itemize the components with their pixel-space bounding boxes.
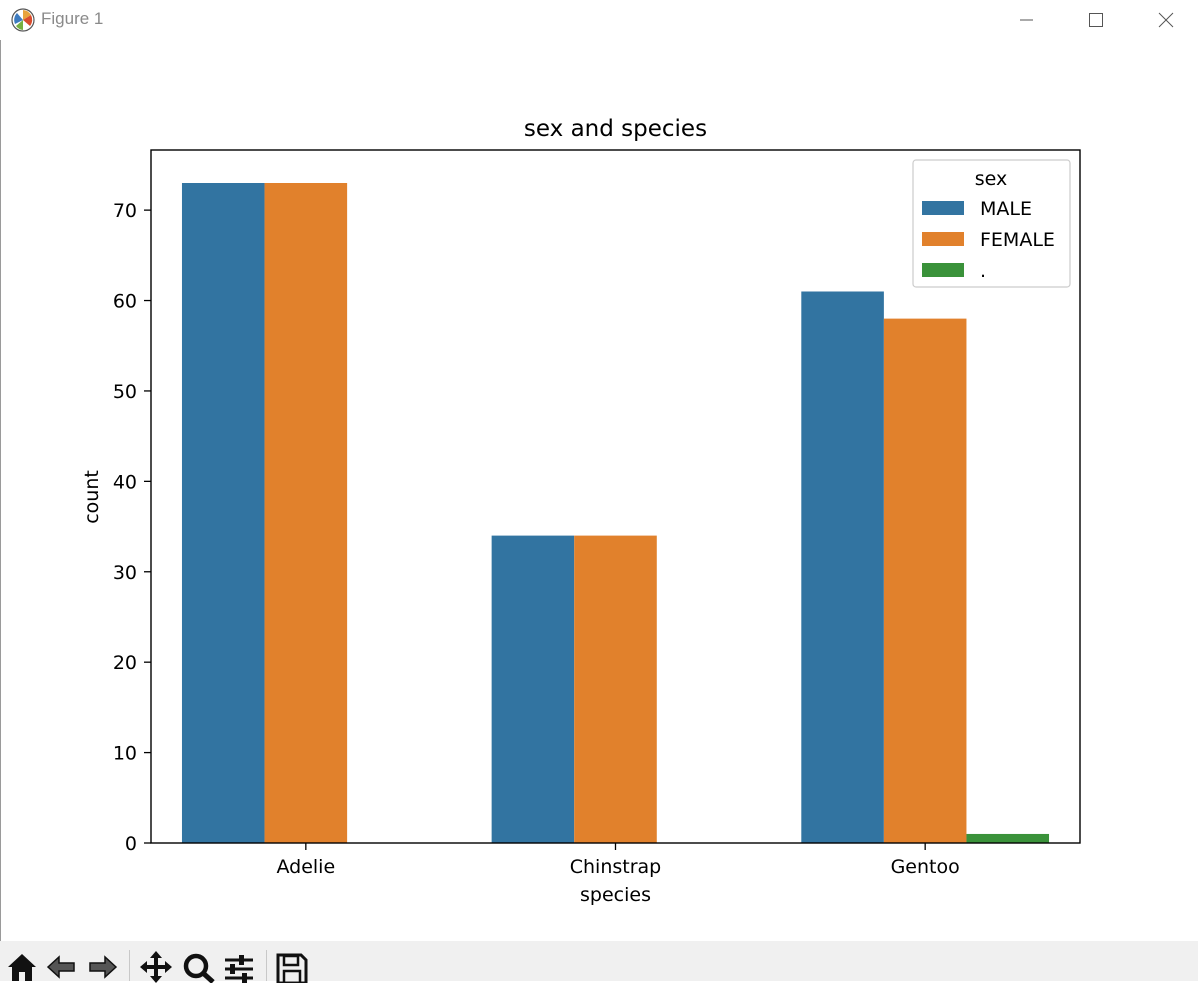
y-tick-label: 60 — [113, 291, 137, 313]
pan-icon — [140, 951, 172, 983]
bar — [801, 291, 884, 843]
y-tick-label: 20 — [113, 652, 137, 674]
figure-canvas: sex and species 0 10 20 30 40 50 60 70 Adelie Ch… — [81, 116, 1081, 906]
x-axis: Adelie Chinstrap Gentoo — [276, 843, 960, 878]
y-tick-label: 40 — [113, 471, 137, 493]
legend-swatch — [922, 201, 964, 215]
pan-button[interactable] — [138, 949, 174, 983]
legend-label: FEMALE — [980, 229, 1055, 251]
back-button[interactable] — [44, 949, 80, 983]
forward-icon — [89, 955, 118, 979]
toolbar-separator — [266, 950, 267, 981]
title-bar[interactable]: Figure 1 — [0, 0, 1198, 40]
minimize-icon — [1020, 19, 1033, 21]
bar — [966, 833, 1050, 843]
x-tick-label: Chinstrap — [570, 856, 662, 878]
maximize-button[interactable] — [1072, 4, 1118, 36]
bar — [181, 183, 265, 843]
navigation-toolbar — [0, 941, 1198, 985]
legend-label: MALE — [980, 198, 1032, 220]
home-button[interactable] — [4, 949, 40, 983]
configure-subplots-button[interactable] — [221, 949, 257, 983]
y-tick-label: 70 — [113, 200, 137, 222]
y-tick-label: 30 — [113, 562, 137, 584]
forward-button[interactable] — [84, 949, 120, 983]
axes-frame — [150, 149, 1081, 844]
save-icon — [276, 953, 308, 985]
configure-subplots-icon — [225, 955, 253, 983]
x-tick-label: Adelie — [276, 856, 335, 878]
back-icon — [46, 955, 75, 979]
x-tick-label: Gentoo — [891, 856, 960, 878]
y-axis-label: count — [81, 470, 103, 524]
legend: sex MALE FEMALE. — [912, 159, 1071, 288]
save-button[interactable] — [274, 949, 310, 985]
y-tick-label: 50 — [113, 381, 137, 403]
home-icon — [8, 954, 36, 981]
bar — [264, 183, 348, 843]
legend-swatch — [922, 232, 964, 246]
y-tick-label: 10 — [113, 743, 137, 765]
toolbar-separator — [129, 950, 130, 981]
matplotlib-logo-icon — [11, 8, 35, 32]
minimize-button[interactable] — [1003, 4, 1049, 36]
legend-label: . — [980, 260, 986, 282]
bar — [883, 318, 967, 843]
legend-swatch — [922, 263, 964, 277]
bar — [491, 535, 575, 843]
chart-title: sex and species — [524, 116, 707, 142]
legend-box — [912, 159, 1071, 288]
x-axis-label: species — [580, 884, 651, 906]
window-border — [0, 0, 1, 981]
zoom-button[interactable] — [180, 949, 216, 984]
close-button[interactable] — [1143, 4, 1189, 36]
zoom-icon — [183, 953, 215, 984]
y-tick-label: 0 — [125, 833, 137, 855]
close-icon — [1158, 12, 1174, 28]
window-title: Figure 1 — [41, 9, 104, 28]
y-axis: 0 10 20 30 40 50 60 70 — [113, 200, 151, 855]
legend-title: sex — [975, 168, 1008, 190]
maximize-icon — [1089, 13, 1103, 27]
plot-area — [181, 183, 1050, 843]
bar — [574, 535, 657, 843]
